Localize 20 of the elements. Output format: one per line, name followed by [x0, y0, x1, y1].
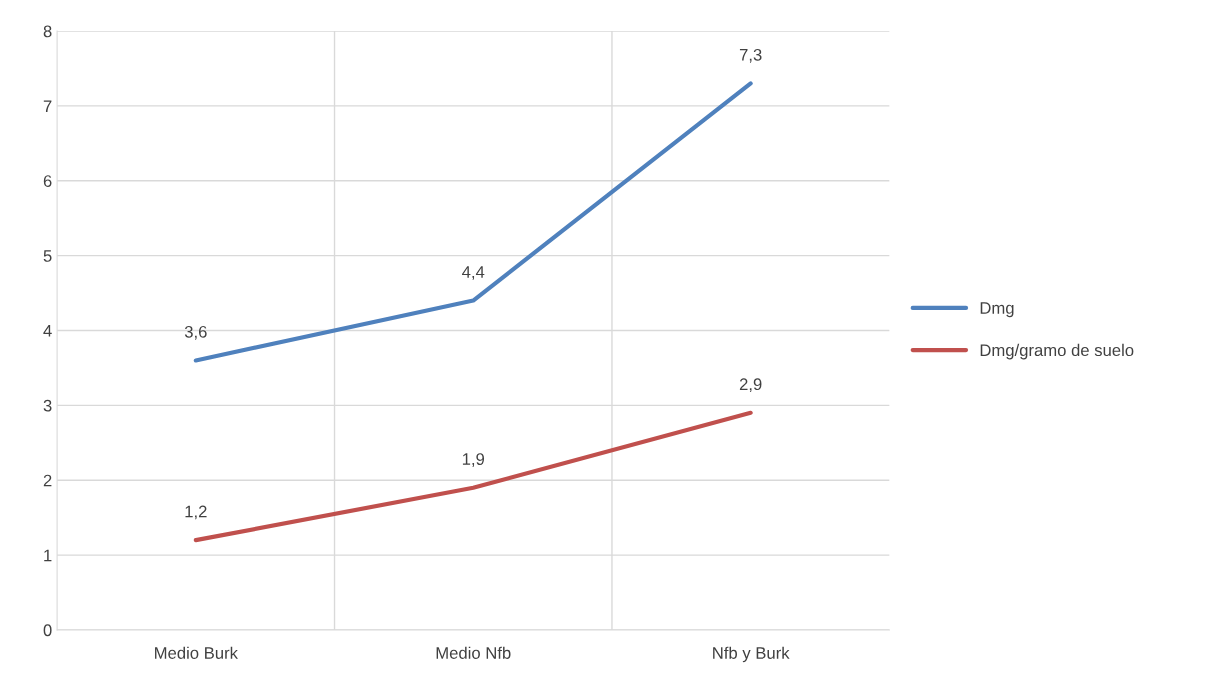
y-tick-label: 8: [43, 25, 52, 38]
legend-label: Dmg: [980, 302, 1014, 318]
data-label: 3,6: [184, 325, 207, 340]
y-tick-label: 1: [44, 549, 52, 562]
data-label: 2,9: [739, 378, 762, 393]
data-label: 1,2: [185, 505, 207, 520]
x-tick-label: Medio Nfb: [436, 646, 511, 659]
y-tick-label: 4: [43, 325, 52, 337]
data-label: 1,9: [462, 453, 485, 467]
y-tick-label: 5: [43, 250, 52, 262]
y-tick-label: 7: [43, 100, 52, 112]
y-tick-label: 3: [43, 399, 52, 412]
data-label: 7,3: [739, 48, 762, 63]
x-tick-label: Nfb y Burk: [713, 646, 790, 663]
data-label: 4,4: [462, 266, 485, 280]
y-tick-label: 0: [43, 624, 52, 637]
legend-label: Dmg/gramo de suelo: [980, 343, 1134, 360]
y-tick-label: 6: [43, 175, 52, 187]
x-tick-label: Medio Burk: [155, 646, 238, 659]
y-tick-label: 2: [43, 474, 52, 487]
